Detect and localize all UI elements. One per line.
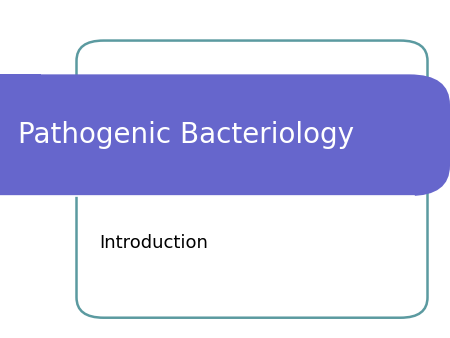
Text: Introduction: Introduction: [99, 234, 208, 252]
FancyBboxPatch shape: [0, 74, 450, 196]
FancyBboxPatch shape: [76, 41, 427, 318]
Bar: [0, 74, 40, 196]
Text: Pathogenic Bacteriology: Pathogenic Bacteriology: [18, 121, 354, 149]
